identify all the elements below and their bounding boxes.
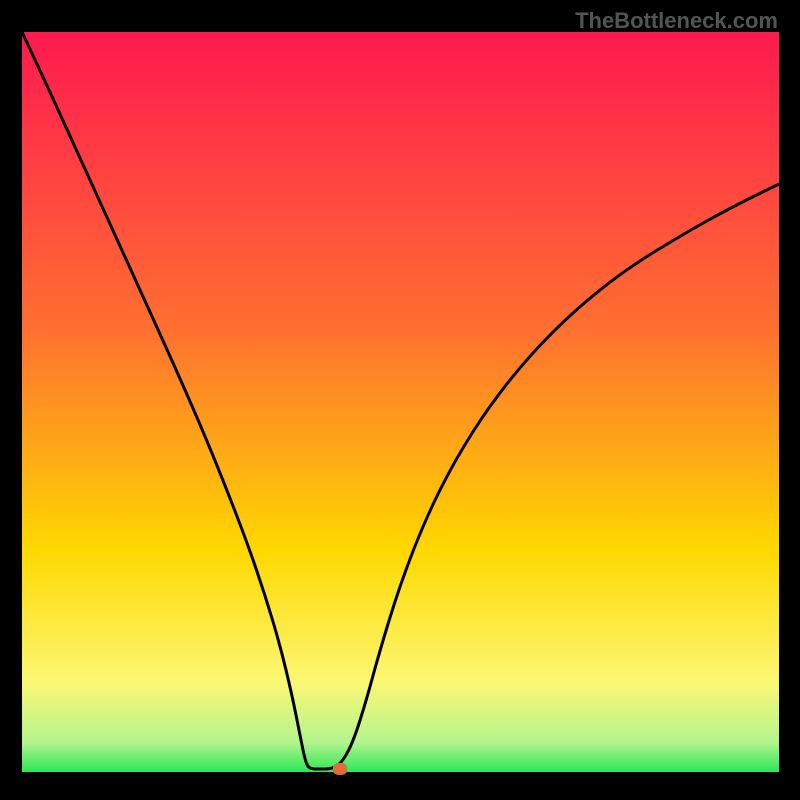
watermark-text: TheBottleneck.com	[575, 8, 778, 34]
bottleneck-curve	[0, 0, 800, 800]
optimal-point-marker	[333, 763, 347, 775]
curve-path	[22, 32, 779, 769]
